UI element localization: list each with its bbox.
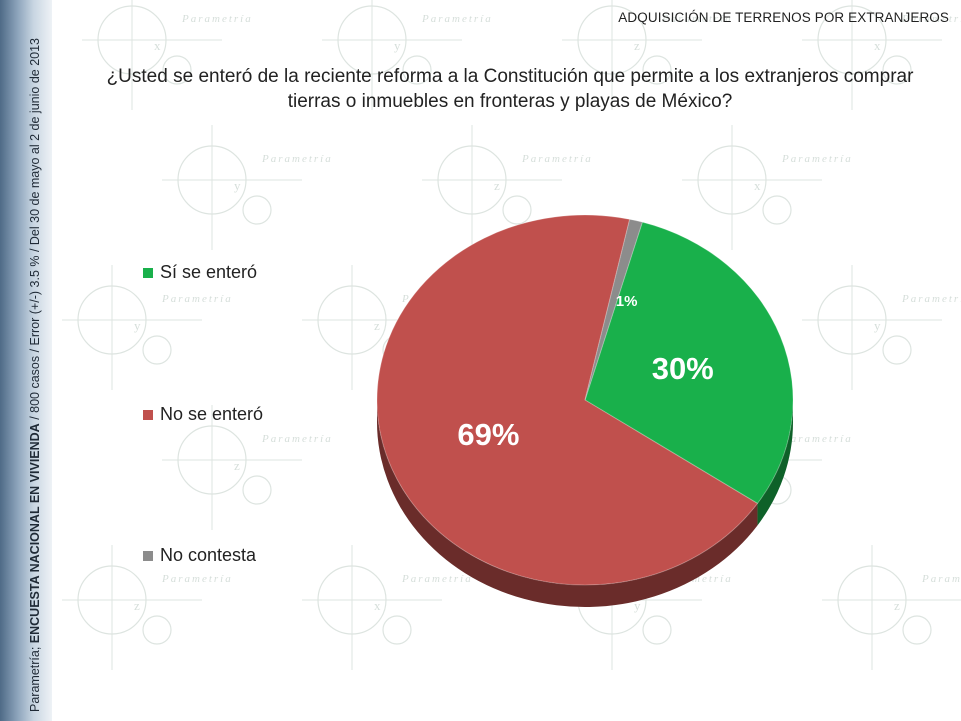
watermark-glyph: y: [874, 318, 881, 333]
pie-label-no-contesta: 1%: [616, 293, 638, 310]
watermark-glyph: z: [374, 318, 380, 333]
watermark-circle: [817, 5, 887, 75]
pie-slice-no-se-entero: [376, 214, 759, 586]
watermark-word: Parametría: [261, 433, 333, 445]
watermark-word: Parametría: [421, 13, 493, 25]
watermark-circle: [382, 615, 412, 645]
pie-slice-si-se-entero: [584, 221, 794, 505]
sidebar-band: Parametría; ENCUESTA NACIONAL EN VIVIEND…: [0, 0, 52, 721]
watermark-circle: [882, 55, 912, 85]
watermark-glyph: x: [374, 598, 381, 613]
watermark-glyph: z: [634, 38, 640, 53]
watermark-glyph: z: [234, 458, 240, 473]
pie-label-no-se-entero: 69%: [457, 417, 519, 452]
watermark-glyph: z: [134, 598, 140, 613]
pie-label-si-se-entero: 30%: [652, 351, 714, 386]
watermark-circle: [502, 195, 532, 225]
watermark-word: Parametría: [921, 573, 961, 585]
watermark-glyph: z: [494, 178, 500, 193]
watermark-circle: [317, 565, 387, 635]
legend-label-no-se-entero: No se enteró: [160, 404, 264, 424]
watermark-word: Parametría: [161, 293, 233, 305]
watermark-glyph: y: [134, 318, 141, 333]
watermark-word: Parametría: [661, 13, 733, 25]
watermark-circle: [242, 475, 272, 505]
watermark-word: Parametría: [901, 13, 961, 25]
watermark-circle: [337, 5, 407, 75]
section-title: ADQUISICIÓN DE TERRENOS POR EXTRANJEROS: [618, 10, 949, 25]
watermark-word: Parametría: [901, 293, 961, 305]
watermark-word: Parametría: [161, 573, 233, 585]
watermark-circle: [837, 565, 907, 635]
watermark-word: Parametría: [781, 433, 853, 445]
pie-side-walls: [377, 400, 793, 607]
watermark-word: Parametría: [521, 153, 593, 165]
watermark-circle: [402, 55, 432, 85]
watermark-circle: [642, 55, 672, 85]
watermark-circle: [577, 5, 647, 75]
watermark-glyph: y: [634, 598, 641, 613]
watermark-circle: [162, 55, 192, 85]
legend-label-si-se-entero: Sí se enteró: [160, 262, 258, 282]
watermark-circle: [902, 615, 932, 645]
watermark-circle: [762, 195, 792, 225]
watermark-circle: [817, 285, 887, 355]
watermark-circle: [697, 145, 767, 215]
watermark-glyph: y: [234, 178, 241, 193]
watermark-glyph: y: [394, 38, 401, 53]
watermark-circle: [177, 145, 247, 215]
watermark-circle: [437, 145, 507, 215]
watermark-circle: [142, 615, 172, 645]
watermark-glyph: x: [154, 38, 161, 53]
legend-swatch-red: [143, 409, 153, 420]
watermark-circle: [882, 335, 912, 365]
watermark-circle: [317, 285, 387, 355]
legend-swatch-gray: [143, 550, 153, 561]
watermark-circle: [97, 5, 167, 75]
watermark-word: Parametría: [261, 153, 333, 165]
pie-side-0: [757, 400, 793, 526]
watermark-circle: [77, 285, 147, 355]
watermark-word: Parametría: [401, 573, 473, 585]
pie-data-labels: 30% 69% 1%: [457, 293, 713, 452]
watermark-glyph: x: [874, 38, 881, 53]
legend-item-no-contesta: No contesta: [143, 545, 256, 566]
question-text: ¿Usted se enteró de la reciente reforma …: [60, 64, 960, 114]
question-line-1: ¿Usted se enteró de la reciente reforma …: [106, 66, 914, 87]
legend-swatch-green: [143, 267, 153, 278]
watermark-circle: [142, 335, 172, 365]
watermark-word: Parametría: [181, 13, 253, 25]
watermark-circle: [77, 565, 147, 635]
pie-slice-no-contesta: [584, 218, 643, 401]
legend-item-no-se-entero: No se enteró: [143, 404, 263, 425]
watermark-circle: [642, 615, 672, 645]
watermark-circle: [242, 195, 272, 225]
legend-label-no-contesta: No contesta: [160, 545, 257, 565]
question-line-2: tierras o inmuebles en fronteras y playa…: [287, 91, 733, 112]
watermark-word: Parametría: [781, 153, 853, 165]
legend-item-si-se-entero: Sí se enteró: [143, 262, 257, 283]
watermark-glyph: z: [894, 598, 900, 613]
pie-top: [376, 214, 794, 586]
watermark-glyph: x: [754, 178, 761, 193]
watermark-circle: [177, 425, 247, 495]
